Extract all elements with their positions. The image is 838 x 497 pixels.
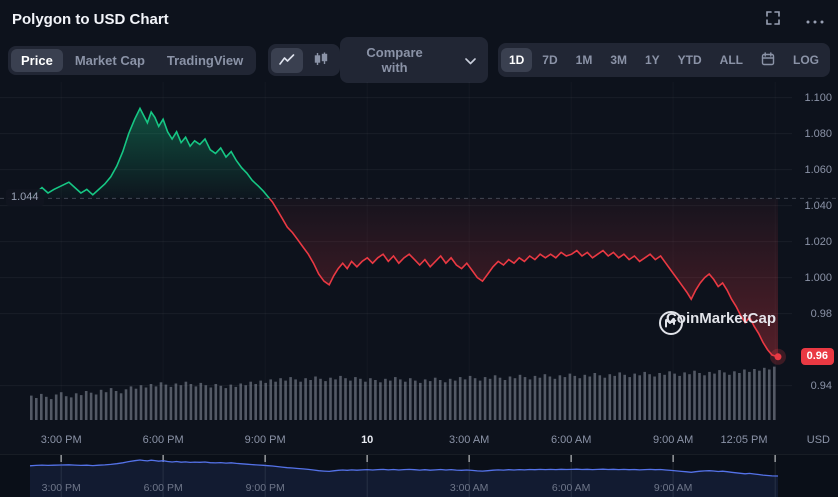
compare-with-label: Compare with (366, 45, 423, 75)
current-price-badge: 0.96 (800, 347, 834, 365)
y-axis-label: 1.100 (804, 91, 832, 104)
chart-toolbar: Price Market Cap TradingView (0, 37, 838, 83)
x-axis-label: 6:00 AM (550, 434, 592, 446)
chevron-down-icon (465, 53, 476, 68)
tab-tradingview[interactable]: TradingView (157, 49, 253, 72)
y-axis-label: 1.080 (804, 127, 832, 140)
candlestick-icon (313, 52, 329, 69)
y-axis-label: 1.040 (804, 199, 832, 212)
range-1y-button[interactable]: 1Y (637, 48, 668, 72)
line-chart-icon (279, 53, 295, 69)
y-axis-label: 0.94 (810, 379, 832, 392)
timeframe-selector: 1D 7D 1M 3M 1Y YTD ALL LOG (497, 43, 830, 77)
navigator-slider[interactable]: 3:00 PM 6:00 PM 9:00 PM 3:00 AM 6:00 AM 9:00 … (0, 454, 838, 497)
compare-with-dropdown[interactable]: Compare with (340, 37, 488, 83)
fullscreen-button[interactable] (764, 9, 782, 30)
calendar-icon (761, 52, 775, 69)
x-axis-label: 3:00 PM (40, 434, 82, 446)
x-axis-label: 9:00 AM (652, 434, 694, 446)
range-ytd-button[interactable]: YTD (670, 48, 710, 72)
fullscreen-icon (766, 10, 780, 28)
header-actions (764, 9, 826, 30)
navigator-chart-canvas[interactable] (0, 455, 838, 497)
open-price-label: 1.044 (6, 189, 44, 207)
x-axis-label: 10 (361, 434, 374, 446)
range-7d-button[interactable]: 7D (534, 48, 565, 72)
tab-price[interactable]: Price (11, 48, 63, 72)
tab-market-cap[interactable]: Market Cap (65, 49, 155, 72)
y-axis-label: 0.98 (810, 307, 832, 320)
price-chart-canvas[interactable] (0, 82, 838, 428)
navigator-axis-label: 9:00 PM (245, 482, 285, 494)
chart-type-toggle (268, 44, 341, 76)
coinmarketcap-watermark: CoinMarketCap (658, 310, 776, 335)
x-axis: 3:00 PM 6:00 PM 9:00 PM 10 3:00 AM 6:00 AM 9:0… (0, 428, 838, 454)
line-chart-button[interactable] (271, 47, 304, 73)
y-axis-label: 1.000 (804, 271, 832, 284)
y-axis-label: 1.020 (804, 235, 832, 248)
x-axis-label: 3:00 AM (448, 434, 490, 446)
price-chart-area[interactable]: 1.100 1.080 1.060 1.040 1.020 1.000 0.98 0.94 1… (0, 82, 838, 428)
navigator-axis-label: 3:00 AM (449, 482, 489, 494)
navigator-axis-label: 9:00 AM (653, 482, 693, 494)
x-axis-label: 12:05 PM (720, 434, 768, 446)
navigator-axis-label: 3:00 PM (41, 482, 81, 494)
y-axis-label: 1.060 (804, 163, 832, 176)
chart-header: Polygon to USD Chart (0, 0, 838, 38)
range-1d-button[interactable]: 1D (500, 48, 533, 72)
navigator-axis-label: 6:00 PM (143, 482, 183, 494)
page-title: Polygon to USD Chart (12, 10, 169, 28)
coinmarketcap-watermark-text: CoinMarketCap (665, 310, 776, 327)
view-mode-tabs: Price Market Cap TradingView (8, 45, 257, 75)
range-all-button[interactable]: ALL (712, 48, 751, 72)
ellipsis-icon (806, 12, 824, 27)
x-axis-label: 6:00 PM (142, 434, 184, 446)
currency-unit-label: USD (806, 434, 830, 446)
custom-date-range-button[interactable] (753, 46, 783, 74)
navigator-axis-label: 6:00 AM (551, 482, 591, 494)
log-scale-button[interactable]: LOG (785, 48, 827, 72)
range-3m-button[interactable]: 3M (602, 48, 635, 72)
candlestick-chart-button[interactable] (305, 47, 337, 73)
more-options-button[interactable] (804, 10, 826, 29)
x-axis-label: 9:00 PM (244, 434, 286, 446)
range-1m-button[interactable]: 1M (568, 48, 601, 72)
